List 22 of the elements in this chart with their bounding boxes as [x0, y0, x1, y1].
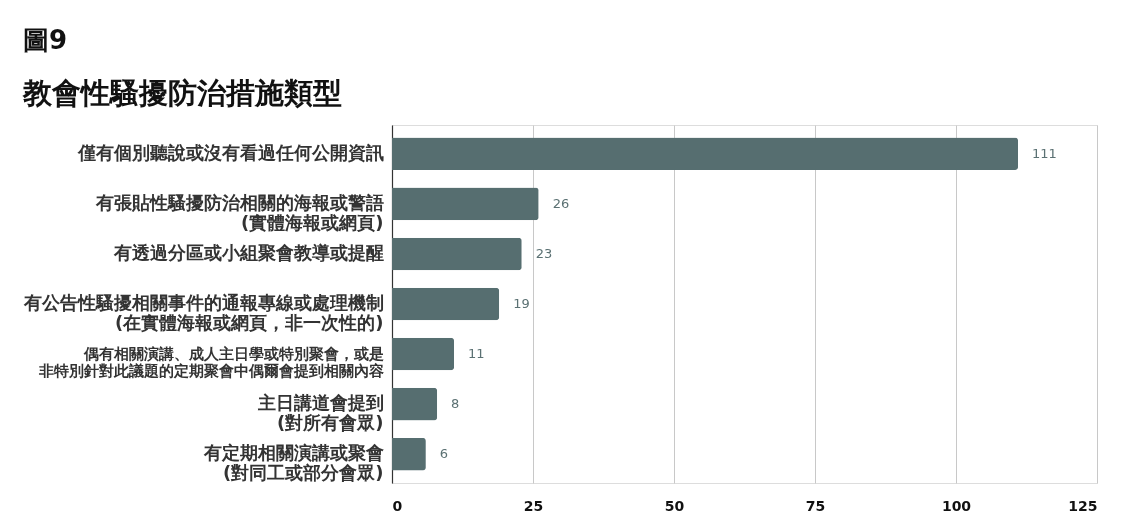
y-tick-label: 有透過分區或小組聚會教導或提醒	[112, 241, 384, 263]
data-label: 8	[451, 396, 460, 412]
x-tick-label: 125	[1068, 497, 1098, 514]
y-tick-label: 偶有相關演講、成人主日學或特別聚會，或是非特別針對此議題的定期聚會中偶爾會提到相關內容	[37, 345, 384, 381]
data-label: 11	[468, 346, 485, 362]
text: 圖9	[23, 25, 68, 55]
y-tick-label: 有定期相關演講或聚會 (對同工或部分會眾)	[202, 442, 384, 484]
y-tick-label: 有張貼性騷擾防治相關的海報或警語 (實體海報或網頁)	[94, 191, 384, 233]
y-tick-label: 僅有個別聽說或沒有看過任何公開資訊	[76, 141, 384, 163]
x-tick-label: 25	[523, 497, 544, 514]
data-label: 6	[439, 446, 449, 462]
y-tick-label: 有公告性騷擾相關事件的通報專線或處理機制 (在實體海報或網頁，非一次性的)	[22, 292, 384, 333]
x-tick-label: 50	[664, 497, 685, 514]
y-tick-label: 主日講道會提到 (對所有會眾)	[256, 392, 384, 434]
x-tick-label: 100	[941, 497, 972, 514]
data-label: 19	[513, 296, 530, 311]
data-label: 111	[1032, 145, 1057, 161]
chart-subtitle: 教會性騷擾防治措施類型	[22, 76, 342, 110]
x-tick-label: 0	[392, 497, 403, 514]
data-label: 26	[552, 195, 570, 211]
data-label: 23	[535, 245, 553, 261]
x-tick-label: 75	[805, 497, 826, 514]
